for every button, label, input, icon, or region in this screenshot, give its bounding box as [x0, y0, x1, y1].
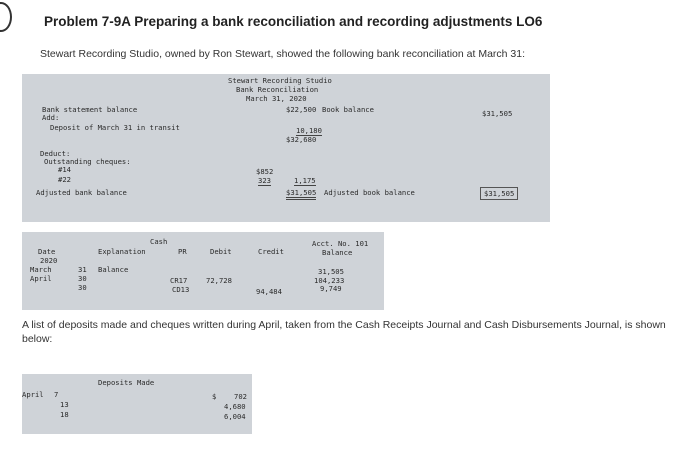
- bank-reconciliation-panel: Stewart Recording Studio Bank Reconcilia…: [22, 74, 550, 222]
- recon-head-title: Bank Reconciliation: [236, 85, 319, 94]
- cheque-number: #14: [58, 165, 71, 174]
- ledger-year: 2020: [40, 256, 58, 265]
- adjusted-bank-label: Adjusted bank balance: [36, 188, 127, 197]
- deposit-amount: 4,680: [224, 402, 246, 411]
- row-debit: 72,728: [206, 276, 232, 285]
- row-day: 30: [78, 274, 87, 283]
- subtotal-amount: $32,680: [286, 135, 317, 144]
- row-balance: 9,749: [320, 284, 342, 293]
- cheque-amount: 323: [258, 176, 271, 186]
- cash-ledger: Cash Acct. No. 101 Date Explanation PR D…: [22, 232, 384, 310]
- deposit-amount: 702: [234, 392, 247, 401]
- row-day: 31: [78, 265, 87, 274]
- bank-balance-label: Bank statement balance: [42, 105, 138, 114]
- deposits-currency: $: [212, 392, 217, 401]
- col-header-debit: Debit: [210, 247, 232, 256]
- col-header-explanation: Explanation: [98, 247, 146, 256]
- book-balance-amount: $31,505: [482, 109, 513, 118]
- deposit-day: 18: [60, 410, 69, 419]
- row-pr: CD13: [172, 285, 190, 294]
- adjusted-book-label: Adjusted book balance: [324, 188, 415, 197]
- outstanding-cheques-label: Outstanding cheques:: [44, 157, 131, 166]
- deposits-month: April: [22, 390, 44, 399]
- intro-text: Stewart Recording Studio, owned by Ron S…: [40, 48, 526, 60]
- deposits-made-table: Deposits Made April 7 $ 702 13 4,680 18 …: [22, 374, 252, 434]
- row-month: March: [30, 265, 52, 274]
- deposit-day: 13: [60, 400, 69, 409]
- cheques-total-amount: 1,175: [294, 176, 316, 186]
- row-explanation: Balance: [98, 265, 129, 274]
- row-day: 30: [78, 283, 87, 292]
- deposit-in-transit-amount: 10,180: [296, 126, 322, 136]
- row-pr: CR17: [170, 276, 188, 285]
- col-header-credit: Credit: [258, 247, 284, 256]
- cheque-number: #22: [58, 175, 71, 184]
- row-balance: 31,505: [318, 267, 344, 276]
- deposit-amount: 6,004: [224, 412, 246, 421]
- deposit-in-transit-label: Deposit of March 31 in transit: [50, 123, 180, 132]
- partial-circle-icon: [0, 2, 12, 32]
- col-header-pr: PR: [178, 247, 187, 256]
- recon-head-company: Stewart Recording Studio: [228, 76, 332, 85]
- ledger-account-number: Acct. No. 101: [312, 239, 369, 248]
- adjusted-bank-amount: $31,505: [286, 188, 317, 200]
- ledger-account-name: Cash: [150, 237, 168, 246]
- recon-head-date: March 31, 2020: [246, 94, 307, 103]
- col-header-date: Date: [38, 247, 56, 256]
- col-header-balance: Balance: [322, 248, 353, 257]
- book-balance-label: Book balance: [322, 105, 374, 114]
- deduct-label: Deduct:: [40, 149, 71, 158]
- row-credit: 94,484: [256, 287, 282, 296]
- adjusted-book-amount: $31,505: [480, 187, 519, 200]
- add-label: Add:: [42, 113, 60, 122]
- row-balance: 104,233: [314, 276, 345, 285]
- deposit-day: 7: [54, 390, 59, 399]
- page-title: Problem 7-9A Preparing a bank reconcilia…: [44, 14, 543, 29]
- row-month: April: [30, 274, 52, 283]
- bank-balance-amount: $22,500: [286, 105, 317, 114]
- cheque-amount: $852: [256, 167, 274, 176]
- question-text: A list of deposits made and cheques writ…: [22, 319, 666, 345]
- deposits-heading: Deposits Made: [98, 378, 155, 387]
